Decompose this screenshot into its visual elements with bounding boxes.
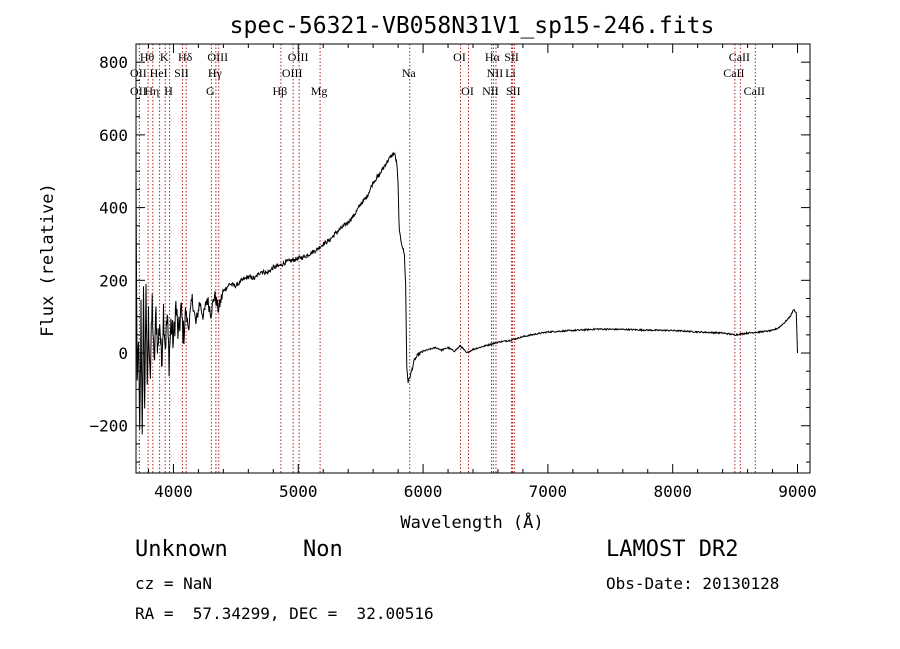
spectral-line-label: Hα — [485, 50, 501, 64]
x-tick-label: 4000 — [154, 482, 193, 501]
spectral-line-label: CaII — [729, 50, 750, 64]
y-tick-label: 800 — [99, 53, 128, 72]
spectral-line-label: Na — [402, 66, 417, 80]
object-class: Unknown — [135, 537, 228, 562]
plot-frame — [135, 43, 811, 474]
y-tick-label: −200 — [89, 417, 128, 436]
spectral-line-label: NII — [487, 66, 504, 80]
spectral-line-label: NII — [482, 84, 499, 98]
spectral-line-label: CaII — [744, 84, 765, 98]
spectral-line-label: OI — [461, 84, 474, 98]
spectral-line-label: OII — [130, 66, 147, 80]
spectral-line-label: H — [164, 84, 173, 98]
spectral-line-label: OII — [130, 84, 147, 98]
spectrum-line — [135, 151, 798, 435]
x-tick-label: 8000 — [653, 482, 692, 501]
spectral-line-label: Hδ — [178, 50, 193, 64]
x-axis-label: Wavelength (Å) — [400, 511, 543, 533]
spectral-line-label: Hγ — [208, 66, 223, 80]
y-tick-label: 200 — [99, 271, 128, 290]
spectral-line-label: SII — [506, 84, 521, 98]
spectral-line-label: HeI — [150, 66, 168, 80]
spectral-line-label: OI — [453, 50, 466, 64]
y-tick-label: 400 — [99, 199, 128, 218]
object-subclass: Non — [303, 537, 343, 562]
spectral-line-label: Mg — [311, 84, 328, 98]
spectral-line-label: SII — [174, 66, 189, 80]
y-tick-label: 600 — [99, 126, 128, 145]
spectral-line-label: OIII — [207, 50, 228, 64]
spectral-line-label: OIII — [288, 50, 309, 64]
y-axis-ticks: −200 0 200 400 600 800 — [89, 53, 810, 463]
x-tick-label: 5000 — [279, 482, 318, 501]
spectral-line-markers — [138, 44, 756, 473]
spectral-line-label: Hβ — [273, 84, 288, 98]
spectral-line-label: Hθ — [140, 50, 155, 64]
coordinates: RA = 57.34299, DEC = 32.00516 — [135, 604, 434, 623]
observation-date: Obs-Date: 20130128 — [606, 574, 780, 593]
spectral-line-label: SII — [504, 50, 519, 64]
spectral-line-label: CaII — [723, 66, 744, 80]
chart-title: spec-56321-VB058N31V1_sp15-246.fits — [230, 13, 715, 39]
y-tick-label: 0 — [118, 344, 128, 363]
redshift-cz: cz = NaN — [135, 574, 213, 593]
x-tick-label: 9000 — [778, 482, 817, 501]
spectral-line-label: G — [206, 84, 215, 98]
spectral-line-label: Hη — [144, 84, 159, 98]
x-tick-label: 7000 — [529, 482, 568, 501]
x-tick-label: 6000 — [404, 482, 443, 501]
survey-name: LAMOST DR2 — [606, 537, 739, 562]
spectral-line-label: OIII — [282, 66, 303, 80]
y-axis-label: Flux (relative) — [38, 183, 58, 337]
x-axis-ticks: 4000 5000 6000 7000 8000 9000 — [147, 44, 817, 501]
spectral-line-label: Li — [505, 66, 516, 80]
spectral-line-label: K — [160, 50, 169, 64]
